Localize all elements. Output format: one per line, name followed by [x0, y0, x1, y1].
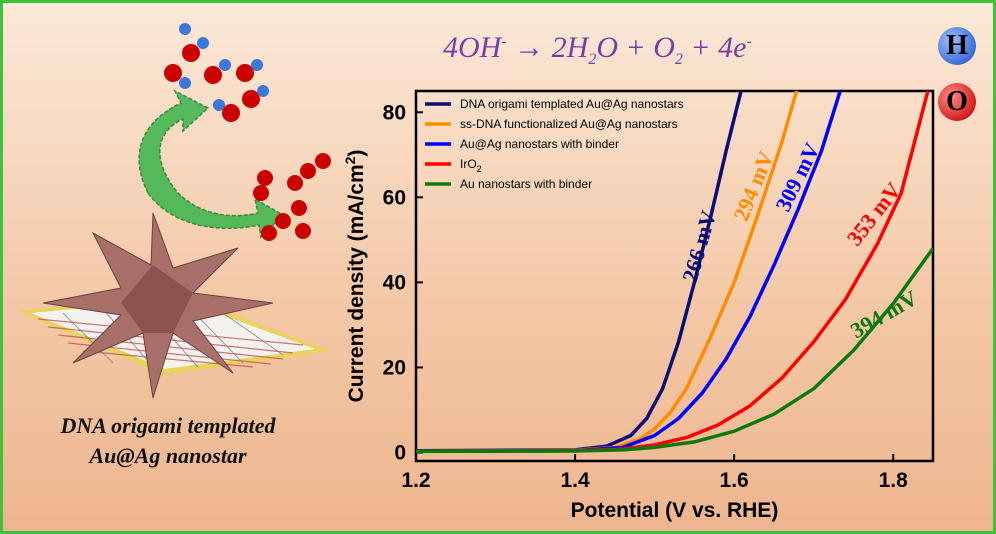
reaction-arrow: → — [514, 31, 545, 64]
nanostar-icon — [42, 212, 274, 399]
hydrogen-atom-badge: H — [938, 27, 976, 65]
reaction-electron-charge: - — [746, 33, 752, 50]
y-axis-title-sup: 2 — [342, 156, 358, 164]
legend-entry: Au@Ag nanostars with binder — [460, 137, 619, 151]
onset-annotation: 394 mV — [846, 285, 922, 343]
curved-arrow-icon — [138, 89, 285, 239]
x-axis-title: Potential (V vs. RHE) — [571, 499, 779, 522]
y-tick-label: 60 — [383, 186, 406, 209]
legend: DNA origami templated Au@Ag nanostars ss-… — [425, 97, 684, 191]
reaction-product-water-sub: 2 — [588, 51, 597, 68]
legend-entry: IrO2 — [460, 157, 482, 174]
series-layer — [416, 91, 933, 453]
reaction-equation: 4OH- → 2H2O + O2 + 4e- — [443, 31, 752, 69]
y-axis-title-main: Current density (mA/cm — [345, 164, 368, 402]
hydroxide-molecule-icon — [164, 23, 269, 122]
onset-annotation: 294 mV — [728, 148, 778, 225]
x-tick-label: 1.2 — [401, 469, 430, 492]
legend-entry: ss-DNA functionalized Au@Ag nanostars — [460, 117, 678, 131]
legend-entry: DNA origami templated Au@Ag nanostars — [460, 97, 684, 111]
x-tick-label: 1.8 — [879, 469, 909, 492]
onset-annotation: 353 mV — [842, 178, 907, 251]
reaction-product-oxygen-sub: 2 — [674, 51, 683, 68]
illustration-layer — [18, 23, 331, 399]
reaction-product-water: 2H — [551, 31, 589, 64]
reaction-reactant: 4OH — [443, 31, 502, 64]
reaction-product-oxygen: O + O — [596, 31, 675, 64]
y-axis-title: Current density (mA/cm2) — [342, 150, 368, 403]
x-tick-label: 1.4 — [560, 469, 590, 492]
y-tick-label: 40 — [383, 271, 406, 294]
oxygen-molecule-icon — [253, 153, 331, 241]
axis-ticks: 1.2 1.4 1.6 1.8 0 20 40 60 80 — [383, 101, 909, 492]
oxygen-atom-badge: O — [938, 83, 976, 121]
y-tick-label: 80 — [383, 101, 406, 124]
legend-entry: Au nanostars with binder — [460, 177, 592, 191]
onset-annotation: 266 mV — [677, 208, 721, 285]
x-tick-label: 1.6 — [720, 469, 749, 492]
reaction-product-electrons: + 4e — [682, 31, 747, 64]
reaction-reactant-charge: - — [501, 33, 507, 50]
caption-line-1: DNA origami templated — [60, 413, 276, 438]
series-line-4 — [416, 247, 933, 453]
y-tick-label: 0 — [394, 441, 406, 464]
polarization-chart: 1.2 1.4 1.6 1.8 0 20 40 60 80 DNA origami templa… — [342, 89, 935, 522]
caption-line-2: Au@Ag nanostar — [89, 443, 247, 468]
panel-caption: DNA origami templated Au@Ag nanostar — [13, 411, 323, 471]
y-axis-title-close: ) — [345, 150, 368, 157]
y-tick-label: 20 — [383, 356, 406, 379]
plot-area — [414, 89, 935, 463]
